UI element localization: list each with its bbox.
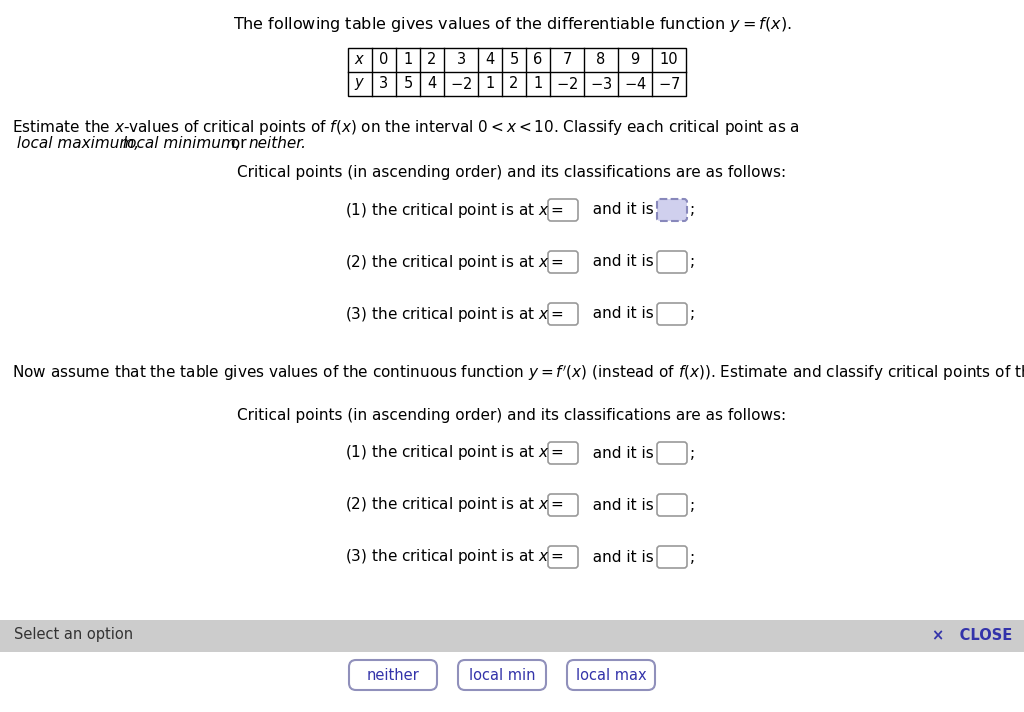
Text: (3) the critical point is at $x =$: (3) the critical point is at $x =$	[345, 548, 568, 567]
Text: local min: local min	[469, 668, 536, 683]
Text: $-2$: $-2$	[556, 76, 579, 92]
FancyBboxPatch shape	[349, 660, 437, 690]
FancyBboxPatch shape	[548, 199, 578, 221]
Text: 10: 10	[659, 53, 678, 68]
Text: $-7$: $-7$	[657, 76, 680, 92]
Text: 4: 4	[485, 53, 495, 68]
Text: Now assume that the table gives values of the continuous function $y = f'(x)$ (i: Now assume that the table gives values o…	[12, 363, 1024, 382]
Text: ×   CLOSE: × CLOSE	[932, 627, 1012, 642]
FancyBboxPatch shape	[657, 494, 687, 516]
Text: 3: 3	[457, 53, 466, 68]
Text: 1: 1	[403, 53, 413, 68]
FancyBboxPatch shape	[548, 546, 578, 568]
Text: 1: 1	[534, 76, 543, 92]
Text: Critical points (in ascending order) and its classifications are as follows:: Critical points (in ascending order) and…	[238, 408, 786, 423]
Text: ;: ;	[690, 254, 695, 270]
Text: 5: 5	[509, 53, 518, 68]
Text: ;: ;	[690, 498, 695, 513]
Text: (2) the critical point is at $x =$: (2) the critical point is at $x =$	[345, 496, 568, 515]
Text: ;: ;	[690, 550, 695, 565]
Text: 2: 2	[427, 53, 436, 68]
FancyBboxPatch shape	[657, 199, 687, 221]
Text: $-4$: $-4$	[624, 76, 646, 92]
Text: and it is: and it is	[583, 550, 653, 565]
Text: 9: 9	[631, 53, 640, 68]
Text: neither.: neither.	[248, 136, 306, 151]
FancyBboxPatch shape	[657, 442, 687, 464]
Text: local maximum,: local maximum,	[12, 136, 139, 151]
FancyBboxPatch shape	[458, 660, 546, 690]
FancyBboxPatch shape	[657, 251, 687, 273]
Text: and it is: and it is	[583, 306, 653, 322]
FancyBboxPatch shape	[657, 303, 687, 325]
Text: Critical points (in ascending order) and its classifications are as follows:: Critical points (in ascending order) and…	[238, 165, 786, 180]
Text: 3: 3	[380, 76, 388, 92]
Text: Select an option: Select an option	[14, 627, 133, 642]
Text: (1) the critical point is at $x =$: (1) the critical point is at $x =$	[345, 201, 568, 219]
Text: $x$: $x$	[354, 53, 366, 68]
Text: Estimate the $x$-values of critical points of $f(x)$ on the interval $0 < x < 10: Estimate the $x$-values of critical poin…	[12, 118, 801, 137]
Text: and it is: and it is	[583, 202, 653, 217]
Text: local max: local max	[575, 668, 646, 683]
FancyBboxPatch shape	[548, 442, 578, 464]
Text: The following table gives values of the differentiable function $y = f(x)$.: The following table gives values of the …	[232, 15, 792, 34]
Text: 4: 4	[427, 76, 436, 92]
Text: (3) the critical point is at $x =$: (3) the critical point is at $x =$	[345, 305, 568, 323]
Text: neither: neither	[367, 668, 420, 683]
Text: ;: ;	[690, 306, 695, 322]
Text: 7: 7	[562, 53, 571, 68]
Text: $-3$: $-3$	[590, 76, 612, 92]
Text: 8: 8	[596, 53, 605, 68]
FancyBboxPatch shape	[567, 660, 655, 690]
Text: $y$: $y$	[354, 76, 366, 92]
Text: ;: ;	[690, 202, 695, 217]
Text: and it is: and it is	[583, 446, 653, 461]
Text: 5: 5	[403, 76, 413, 92]
Text: 2: 2	[509, 76, 519, 92]
FancyBboxPatch shape	[548, 494, 578, 516]
Text: local minimum,: local minimum,	[118, 136, 241, 151]
Text: (1) the critical point is at $x =$: (1) the critical point is at $x =$	[345, 444, 568, 463]
Bar	[0, 620, 1024, 652]
Text: 1: 1	[485, 76, 495, 92]
FancyBboxPatch shape	[657, 546, 687, 568]
Bar	[348, 48, 686, 96]
Text: $-2$: $-2$	[450, 76, 472, 92]
Text: or: or	[226, 136, 252, 151]
Text: and it is: and it is	[583, 254, 653, 270]
FancyBboxPatch shape	[548, 303, 578, 325]
Text: (2) the critical point is at $x =$: (2) the critical point is at $x =$	[345, 253, 568, 271]
Text: and it is: and it is	[583, 498, 653, 513]
FancyBboxPatch shape	[548, 251, 578, 273]
Text: 6: 6	[534, 53, 543, 68]
Text: ;: ;	[690, 446, 695, 461]
Text: 0: 0	[379, 53, 389, 68]
